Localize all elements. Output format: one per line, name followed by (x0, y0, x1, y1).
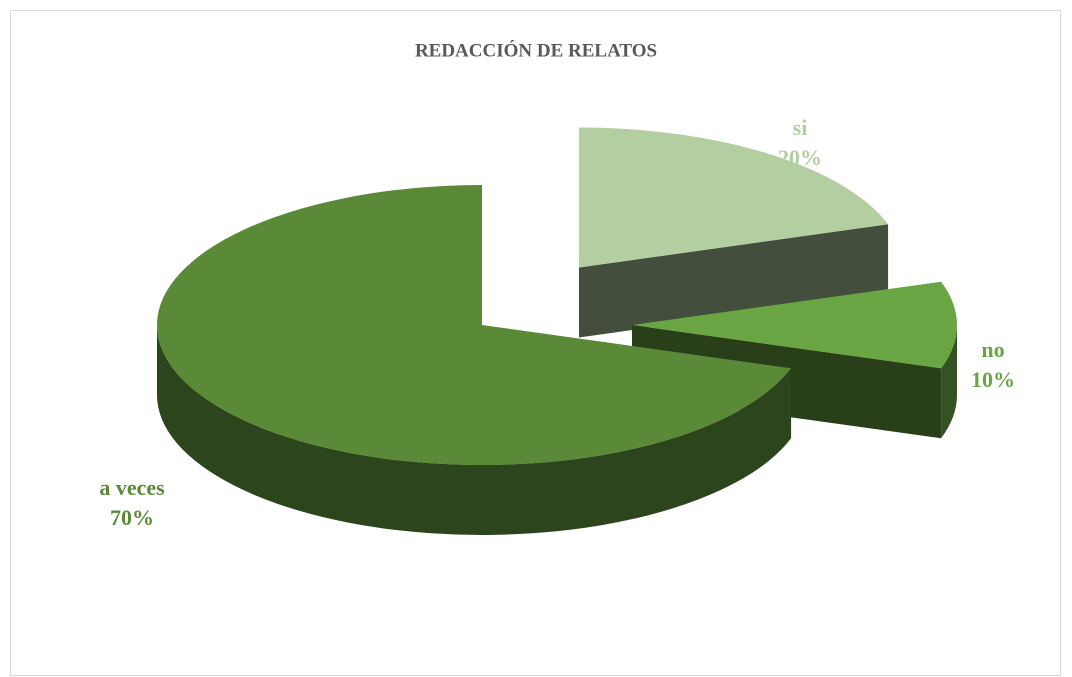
chart-title: REDACCIÓN DE RELATOS (415, 39, 657, 61)
slice-label: si (793, 115, 808, 140)
slice-side (941, 325, 957, 439)
slice-label: no (981, 337, 1004, 362)
slice-value-label: 20% (778, 145, 822, 170)
slice-label: a veces (99, 475, 165, 500)
slice-face (578, 224, 889, 338)
slice-value-label: 10% (971, 367, 1015, 392)
slice (157, 185, 792, 465)
slice-side (157, 325, 792, 535)
slice (632, 281, 958, 369)
slice-value-label: 70% (110, 505, 154, 530)
slice (578, 127, 889, 268)
